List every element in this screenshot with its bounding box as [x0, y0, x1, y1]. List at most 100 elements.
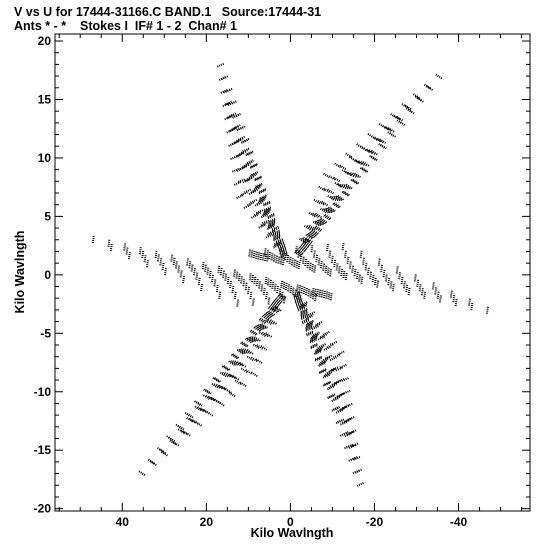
- uv-point: [364, 263, 368, 271]
- uv-point: [339, 363, 347, 369]
- uv-point: [307, 289, 311, 297]
- uv-point: [182, 276, 185, 284]
- uv-point: [384, 274, 388, 282]
- uv-point: [335, 263, 339, 271]
- uv-point: [344, 250, 347, 258]
- uv-point: [387, 278, 391, 286]
- uv-point: [436, 291, 440, 299]
- uv-point: [164, 268, 167, 276]
- uv-point: [335, 366, 343, 372]
- uv-point: [380, 264, 384, 272]
- uv-point: [351, 265, 355, 273]
- uv-point: [233, 269, 236, 277]
- uv-point: [355, 271, 359, 280]
- uv-point: [416, 279, 420, 287]
- uv-point: [486, 306, 489, 314]
- uv-point: [346, 256, 350, 264]
- y-tick-label: 5: [44, 209, 51, 223]
- uv-point: [267, 213, 275, 218]
- uv-point: [260, 284, 264, 292]
- uv-point: [452, 295, 456, 303]
- uv-point: [468, 298, 471, 306]
- uv-point: [170, 254, 174, 262]
- uv-point: [230, 155, 238, 161]
- uv-point: [290, 258, 294, 266]
- uv-point: [146, 260, 149, 268]
- uv-point: [177, 265, 181, 273]
- uv-point: [154, 250, 158, 259]
- uv-point: [311, 325, 319, 331]
- uv-point: [265, 291, 268, 300]
- uv-point: [233, 291, 237, 300]
- uv-point: [259, 252, 263, 261]
- uv-point: [197, 277, 201, 285]
- uv-point: [297, 306, 306, 312]
- uv-point: [302, 286, 306, 295]
- uv-point: [280, 280, 284, 288]
- uv-point: [420, 288, 424, 296]
- x-tick-label: 40: [116, 515, 130, 529]
- axis-ticks: 40 20 0 -20 -40 20 15 10 5 0 -5 -10 -15 -20: [34, 34, 530, 529]
- uv-point: [398, 272, 402, 280]
- uv-point: [211, 274, 214, 282]
- uv-point: [156, 254, 160, 262]
- uv-point: [311, 264, 314, 272]
- uv-point: [353, 268, 357, 277]
- uv-point: [277, 256, 281, 264]
- uv-point: [291, 287, 295, 295]
- uv-point: [329, 340, 338, 346]
- uv-point: [109, 243, 113, 252]
- uv-point: [236, 299, 240, 307]
- uv-point: [127, 252, 131, 260]
- uv-point: [267, 297, 271, 305]
- uv-point: [253, 276, 257, 284]
- uv-point: [262, 287, 266, 295]
- uv-point: [272, 254, 276, 262]
- uv-point: [217, 400, 225, 407]
- uv-point: [193, 268, 196, 276]
- uv-point: [333, 259, 337, 268]
- uv-point: [195, 272, 199, 280]
- uv-point: [240, 276, 243, 284]
- uv-point: [284, 282, 288, 291]
- uv-point: [208, 270, 212, 279]
- uv-point: [340, 420, 348, 426]
- uv-point: [328, 250, 332, 258]
- uv-point: [250, 250, 254, 258]
- uv-point: [312, 250, 316, 258]
- uv-point: [255, 209, 264, 214]
- uv-point: [107, 239, 111, 247]
- uv-point: [371, 274, 375, 283]
- uv-point: [188, 261, 192, 269]
- uv-point: [166, 435, 174, 441]
- uv-point: [138, 470, 146, 476]
- uv-point: [252, 343, 260, 350]
- uv-point: [251, 274, 254, 283]
- uv-point: [279, 257, 283, 265]
- uv-point: [218, 291, 222, 299]
- uv-point: [358, 274, 362, 282]
- uv-point: [330, 255, 334, 263]
- uv-point: [235, 271, 239, 279]
- x-tick-label: 20: [200, 515, 214, 529]
- uv-point: [141, 250, 145, 259]
- uv-point: [376, 280, 380, 288]
- uv-point: [271, 225, 279, 231]
- uv-point: [138, 247, 142, 255]
- uv-point: [200, 283, 204, 292]
- uv-point: [186, 258, 189, 266]
- uv-point: [282, 281, 286, 289]
- uv-point: [244, 282, 248, 290]
- uv-point: [319, 261, 323, 269]
- uv-point: [168, 436, 176, 443]
- uv-point: [217, 265, 221, 273]
- uv-point: [295, 260, 299, 268]
- uv-point: [377, 258, 381, 266]
- uv-point: [454, 299, 458, 307]
- uv-point: [206, 267, 210, 275]
- uv-point: [321, 200, 329, 207]
- uv-point: [345, 152, 353, 159]
- uv-point: [237, 178, 246, 183]
- uv-point: [369, 271, 373, 279]
- uv-point: [265, 233, 273, 239]
